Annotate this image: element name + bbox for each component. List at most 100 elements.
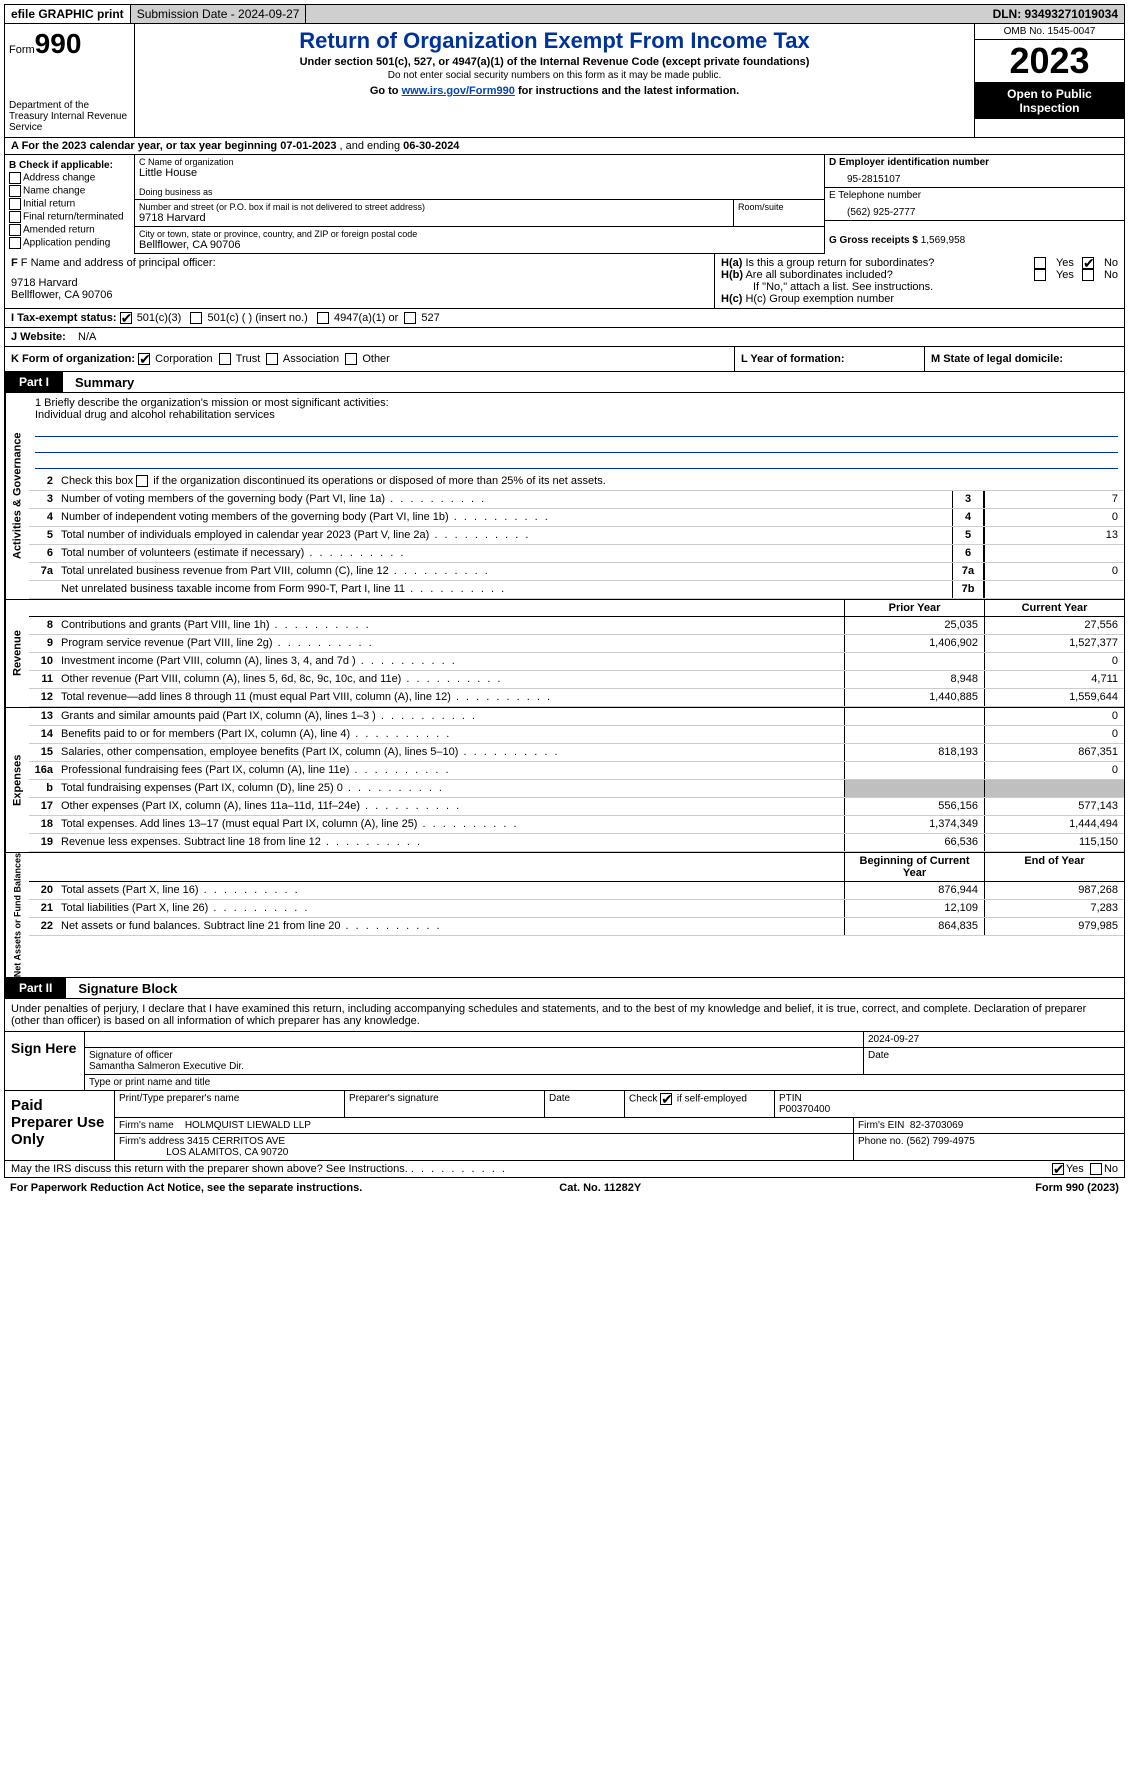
dln: DLN: 93493271019034	[987, 5, 1124, 23]
gross-receipts: 1,569,958	[921, 235, 966, 246]
f-addr1: 9718 Harvard	[11, 277, 708, 289]
room-label: Room/suite	[738, 202, 820, 212]
c-name-label: C Name of organization	[139, 157, 820, 167]
form-subtitle: Under section 501(c), 527, or 4947(a)(1)…	[139, 56, 970, 68]
ptin: P00370400	[779, 1104, 830, 1115]
row-j: J Website: N/A	[4, 328, 1125, 347]
org-name: Little House	[139, 167, 820, 179]
paid-preparer-block: Paid Preparer Use Only Print/Type prepar…	[4, 1091, 1125, 1161]
phone: (562) 925-2777	[829, 201, 1120, 218]
part1-title: Summary	[63, 375, 134, 390]
prep-sig-label: Preparer's signature	[345, 1091, 545, 1117]
l-label: L Year of formation:	[741, 353, 845, 365]
cb-501c3[interactable]	[120, 312, 132, 324]
form-title: Return of Organization Exempt From Incom…	[139, 28, 970, 54]
phone-label: Phone no.	[858, 1136, 904, 1147]
d-label: D Employer identification number	[829, 157, 1120, 168]
sign-here-block: Sign Here 2024-09-27 Signature of office…	[4, 1032, 1125, 1091]
cb-name: Name change	[9, 185, 130, 197]
ssn-note: Do not enter social security numbers on …	[139, 70, 970, 81]
cb-other[interactable]	[345, 353, 357, 365]
f-addr2: Bellflower, CA 90706	[11, 289, 708, 301]
sig-officer-label: Signature of officer	[89, 1050, 859, 1061]
ha-yes[interactable]	[1034, 257, 1046, 269]
street: 9718 Harvard	[139, 212, 729, 224]
cb-discontinued[interactable]	[136, 475, 148, 487]
cb-self-emp[interactable]	[660, 1093, 672, 1105]
part2-title: Signature Block	[66, 981, 177, 996]
cb-4947[interactable]	[317, 312, 329, 324]
part2-header: Part II Signature Block	[4, 978, 1125, 999]
row-k: K Form of organization: Corporation Trus…	[4, 347, 1125, 372]
part2-badge: Part II	[5, 978, 66, 998]
cb-corp[interactable]	[138, 353, 150, 365]
cb-501c[interactable]	[190, 312, 202, 324]
exp-section: Expenses 13Grants and similar amounts pa…	[4, 708, 1125, 853]
cb-address: Address change	[9, 172, 130, 184]
col-begin: Beginning of Current Year	[844, 853, 984, 881]
cb-pending: Application pending	[9, 237, 130, 249]
hb-yes[interactable]	[1034, 269, 1046, 281]
efile-label: efile GRAPHIC print	[5, 5, 131, 23]
col-b: B Check if applicable: Address change Na…	[5, 155, 135, 254]
part1-badge: Part I	[5, 372, 63, 392]
b-label: B Check if applicable:	[9, 160, 130, 171]
gov-section: Activities & Governance 1 Briefly descri…	[4, 393, 1125, 600]
row-i: I Tax-exempt status: 501(c)(3) 501(c) ( …	[4, 309, 1125, 328]
dept: Department of the Treasury Internal Reve…	[9, 100, 130, 133]
paid-label: Paid Preparer Use Only	[5, 1091, 115, 1160]
cat-no: Cat. No. 11282Y	[559, 1182, 641, 1194]
hc-label: H(c) Group exemption number	[745, 293, 894, 305]
row-a: A For the 2023 calendar year, or tax yea…	[4, 138, 1125, 155]
tab-gov: Activities & Governance	[5, 393, 29, 599]
topbar: efile GRAPHIC print Submission Date - 20…	[4, 4, 1125, 24]
discuss-yes[interactable]	[1052, 1163, 1064, 1175]
firm-addr2: LOS ALAMITOS, CA 90720	[166, 1147, 288, 1158]
prep-date-label: Date	[545, 1091, 625, 1117]
footer: For Paperwork Reduction Act Notice, see …	[4, 1178, 1125, 1198]
date-label: Date	[864, 1048, 1124, 1074]
firm-ein: 82-3703069	[910, 1120, 963, 1131]
type-label: Type or print name and title	[85, 1075, 1124, 1090]
col-current: Current Year	[984, 600, 1124, 616]
website: N/A	[78, 331, 96, 343]
header: Form990 Department of the Treasury Inter…	[4, 24, 1125, 138]
f-label: F Name and address of principal officer:	[21, 257, 216, 269]
irs-link[interactable]: www.irs.gov/Form990	[402, 85, 515, 97]
firm-name-label: Firm's name	[119, 1120, 174, 1131]
col-end: End of Year	[984, 853, 1124, 881]
paperwork-notice: For Paperwork Reduction Act Notice, see …	[10, 1182, 362, 1194]
prep-name-label: Print/Type preparer's name	[115, 1091, 345, 1117]
cb-assoc[interactable]	[266, 353, 278, 365]
e-label: E Telephone number	[829, 190, 1120, 201]
k-label: K Form of organization:	[11, 353, 135, 365]
firm-name: HOLMQUIST LIEWALD LLP	[185, 1120, 311, 1131]
firm-ein-label: Firm's EIN	[858, 1120, 904, 1131]
mission-text: Individual drug and alcohol rehabilitati…	[35, 409, 1118, 421]
cb-initial: Initial return	[9, 198, 130, 210]
omb-no: OMB No. 1545-0047	[975, 24, 1124, 40]
cb-527[interactable]	[404, 312, 416, 324]
discuss-row: May the IRS discuss this return with the…	[4, 1161, 1125, 1178]
ein: 95-2815107	[829, 168, 1120, 185]
goto-line: Go to www.irs.gov/Form990 for instructio…	[139, 85, 970, 97]
col-prior: Prior Year	[844, 600, 984, 616]
j-label: J Website:	[11, 331, 66, 343]
city-label: City or town, state or province, country…	[139, 229, 820, 239]
ha-no[interactable]	[1082, 257, 1094, 269]
street-label: Number and street (or P.O. box if mail i…	[139, 202, 729, 212]
section-b-to-g: B Check if applicable: Address change Na…	[4, 155, 1125, 254]
discuss-no[interactable]	[1090, 1163, 1102, 1175]
cb-trust[interactable]	[219, 353, 231, 365]
dba-label: Doing business as	[139, 187, 820, 197]
firm-addr-label: Firm's address	[119, 1136, 184, 1147]
city: Bellflower, CA 90706	[139, 239, 820, 251]
sig-date: 2024-09-27	[864, 1032, 1124, 1047]
hb-no[interactable]	[1082, 269, 1094, 281]
m-label: M State of legal domicile:	[931, 353, 1063, 365]
perjury-text: Under penalties of perjury, I declare th…	[4, 999, 1125, 1032]
open-public: Open to Public Inspection	[975, 83, 1124, 119]
form-word: Form	[9, 44, 35, 56]
submission-date: Submission Date - 2024-09-27	[131, 5, 307, 23]
tab-net: Net Assets or Fund Balances	[5, 853, 29, 977]
